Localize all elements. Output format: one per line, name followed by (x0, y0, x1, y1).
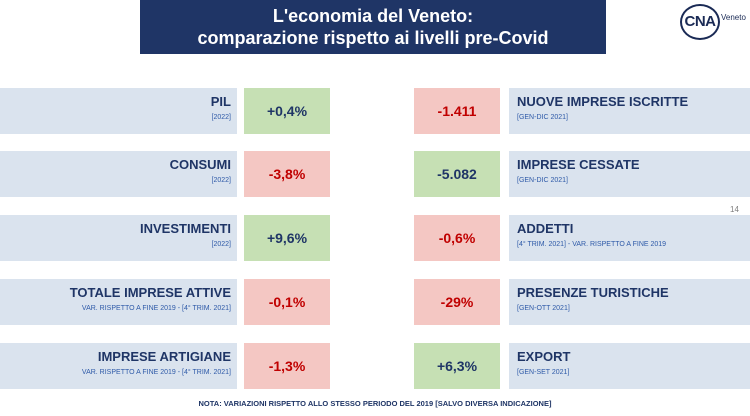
title-line-1: L'economia del Veneto: (272, 6, 474, 26)
indicator-row-imprese-cessate: -5.082 IMPRESE CESSATE [GEN-DIC 2021] (414, 151, 750, 197)
indicator-label-box: CONSUMI [2022] (0, 151, 237, 197)
indicator-period: [2022] (211, 114, 231, 121)
indicator-label-box: INVESTIMENTI [2022] (0, 215, 237, 261)
logo-region: Veneto (721, 13, 746, 22)
indicator-name: PIL (210, 94, 231, 109)
indicator-period: [GEN-DIC 2021] (517, 177, 568, 184)
title-line-2: comparazione rispetto ai livelli pre-Cov… (197, 28, 549, 48)
indicator-label-box: IMPRESE CESSATE [GEN-DIC 2021] (509, 151, 750, 197)
page-number: 14 (730, 205, 739, 214)
logo-brand: CNA (680, 4, 720, 40)
indicator-value: -5.082 (414, 151, 500, 197)
indicator-label-box: PIL [2022] (0, 88, 237, 134)
indicator-value: -0,6% (414, 215, 500, 261)
indicator-name: IMPRESE CESSATE (517, 157, 640, 172)
indicator-name: IMPRESE ARTIGIANE (97, 349, 231, 364)
indicator-row-nuove-imprese-iscritte: -1.411 NUOVE IMPRESE ISCRITTE [GEN-DIC 2… (414, 88, 750, 134)
indicator-value: -0,1% (244, 279, 330, 325)
indicator-label-box: NUOVE IMPRESE ISCRITTE [GEN-DIC 2021] (509, 88, 750, 134)
indicator-period: VAR. RISPETTO A FINE 2019 - [4° TRIM. 20… (81, 369, 231, 376)
indicator-row-export: +6,3% EXPORT [GEN-SET 2021] (414, 343, 750, 389)
indicator-value: -1,3% (244, 343, 330, 389)
indicator-period: [GEN-OTT 2021] (517, 305, 570, 312)
indicator-label-box: PRESENZE TURISTICHE [GEN-OTT 2021] (509, 279, 750, 325)
indicator-row-investimenti: INVESTIMENTI [2022] +9,6% (0, 215, 330, 261)
indicator-period: VAR. RISPETTO A FINE 2019 - [4° TRIM. 20… (81, 305, 231, 312)
indicator-row-addetti: -0,6% ADDETTI [4° TRIM. 2021] - VAR. RIS… (414, 215, 750, 261)
indicator-label-box: ADDETTI [4° TRIM. 2021] - VAR. RISPETTO … (509, 215, 750, 261)
indicator-name: PRESENZE TURISTICHE (517, 285, 669, 300)
indicator-name: EXPORT (517, 349, 571, 364)
indicator-row-pil: PIL [2022] +0,4% (0, 88, 330, 134)
indicator-value: +6,3% (414, 343, 500, 389)
indicator-label-box: EXPORT [GEN-SET 2021] (509, 343, 750, 389)
indicator-value: +0,4% (244, 88, 330, 134)
indicator-row-presenze-turistiche: -29% PRESENZE TURISTICHE [GEN-OTT 2021] (414, 279, 750, 325)
indicator-value: -3,8% (244, 151, 330, 197)
indicator-name: NUOVE IMPRESE ISCRITTE (517, 94, 689, 109)
indicator-row-consumi: CONSUMI [2022] -3,8% (0, 151, 330, 197)
indicator-name: ADDETTI (517, 221, 574, 236)
indicator-value: -1.411 (414, 88, 500, 134)
indicator-name: TOTALE IMPRESE ATTIVE (69, 285, 231, 300)
footnote: NOTA: VARIAZIONI RISPETTO ALLO STESSO PE… (198, 399, 552, 408)
indicator-period: [GEN-SET 2021] (517, 369, 570, 376)
indicator-name: INVESTIMENTI (139, 221, 231, 236)
indicator-period: [2022] (211, 177, 231, 184)
indicator-label-box: IMPRESE ARTIGIANE VAR. RISPETTO A FINE 2… (0, 343, 237, 389)
indicator-value: -29% (414, 279, 500, 325)
indicator-period: [GEN-DIC 2021] (517, 114, 568, 121)
indicator-period: [2022] (211, 241, 231, 248)
indicator-row-totale-imprese-attive: TOTALE IMPRESE ATTIVE VAR. RISPETTO A FI… (0, 279, 330, 325)
indicator-period: [4° TRIM. 2021] - VAR. RISPETTO A FINE 2… (517, 241, 667, 248)
indicator-name: CONSUMI (169, 157, 231, 172)
title-banner: L'economia del Veneto: comparazione risp… (140, 0, 606, 54)
indicator-value: +9,6% (244, 215, 330, 261)
indicator-label-box: TOTALE IMPRESE ATTIVE VAR. RISPETTO A FI… (0, 279, 237, 325)
cna-logo: CNA Veneto (680, 4, 748, 42)
indicator-row-imprese-artigiane: IMPRESE ARTIGIANE VAR. RISPETTO A FINE 2… (0, 343, 330, 389)
